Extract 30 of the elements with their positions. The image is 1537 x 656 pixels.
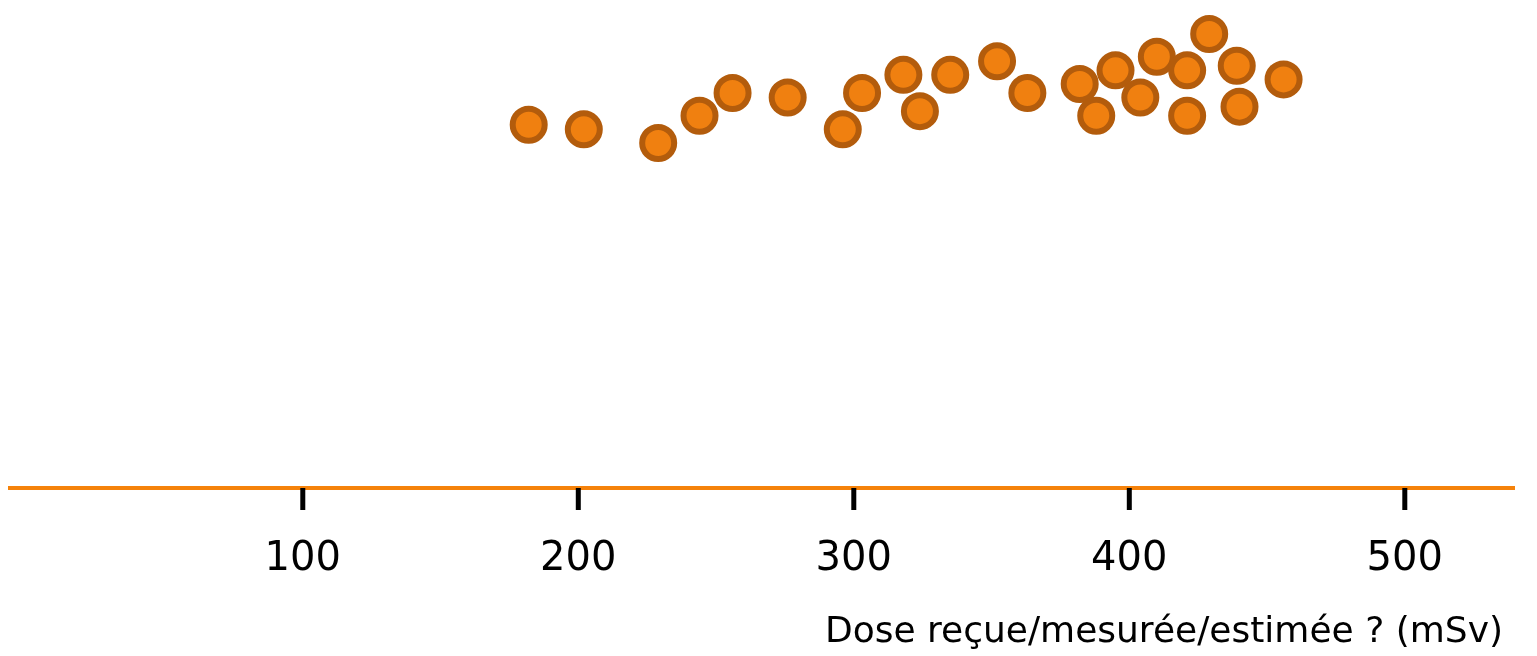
point xyxy=(1137,37,1176,76)
point xyxy=(931,55,970,94)
point xyxy=(900,92,939,131)
point xyxy=(564,110,603,149)
point xyxy=(680,96,719,135)
point xyxy=(713,74,752,113)
x-tick-label: 500 xyxy=(1366,533,1443,579)
x-tick-label: 300 xyxy=(815,533,892,579)
point xyxy=(978,42,1017,81)
x-tick-label: 200 xyxy=(540,533,617,579)
point xyxy=(1264,60,1303,99)
x-tick-label: 400 xyxy=(1091,533,1168,579)
point xyxy=(1008,74,1047,113)
point xyxy=(768,78,807,117)
point xyxy=(1121,78,1160,117)
point xyxy=(509,105,548,144)
point xyxy=(1096,51,1135,90)
point xyxy=(1077,96,1116,135)
point xyxy=(1060,64,1099,103)
x-tick-label: 100 xyxy=(264,533,341,579)
point xyxy=(1190,15,1229,53)
point xyxy=(884,55,923,94)
point xyxy=(1217,46,1256,85)
x-axis-title: Dose reçue/mesurée/estimée ? (mSv) xyxy=(824,609,1503,650)
point xyxy=(843,74,882,113)
point xyxy=(1168,51,1207,90)
point xyxy=(1168,96,1207,135)
point xyxy=(639,123,678,162)
point xyxy=(823,110,862,149)
point xyxy=(1220,87,1259,126)
